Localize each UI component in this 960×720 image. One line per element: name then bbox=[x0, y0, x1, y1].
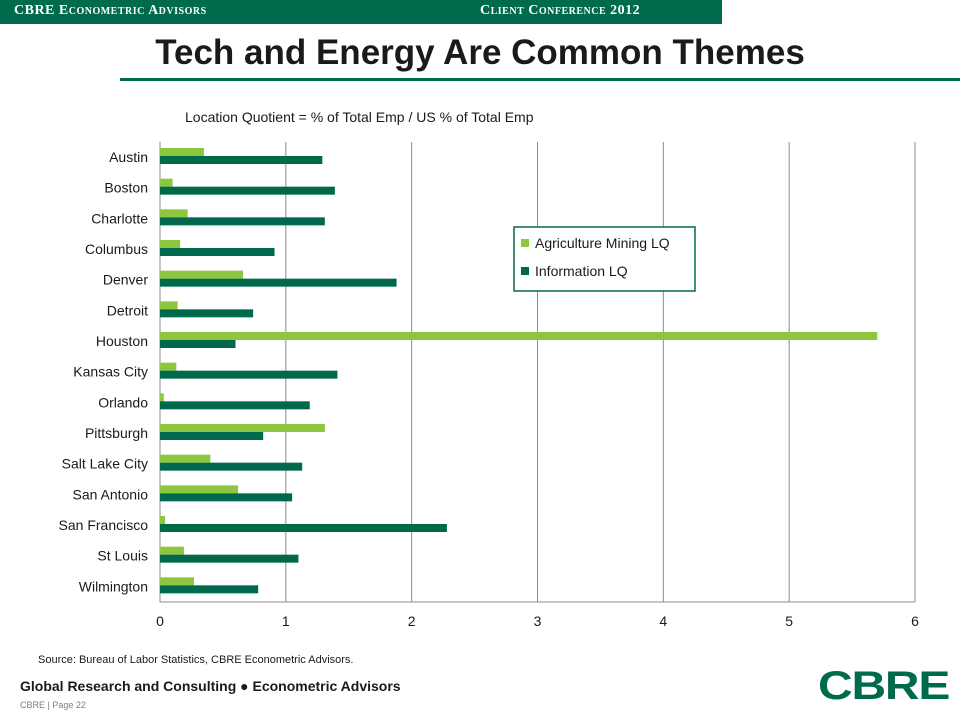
agriculture-bar bbox=[160, 209, 188, 218]
category-label: Salt Lake City bbox=[62, 456, 148, 472]
footer-group-name: Global Research and Consulting ● Econome… bbox=[20, 678, 401, 694]
page-title: Tech and Energy Are Common Themes bbox=[155, 33, 805, 72]
category-label: Pittsburgh bbox=[85, 425, 148, 441]
x-tick-label: 6 bbox=[911, 613, 919, 629]
category-label: San Antonio bbox=[72, 486, 148, 502]
bar-chart: 0 1 2 3 4 5 6 Austin Boston Charlotte Columbus Denv… bbox=[59, 142, 919, 629]
agriculture-bar bbox=[160, 516, 166, 524]
category-label: Orlando bbox=[98, 394, 148, 410]
legend-swatch-agriculture bbox=[521, 239, 529, 247]
x-tick-label: 5 bbox=[785, 613, 793, 629]
agriculture-bar bbox=[160, 424, 325, 432]
category-label: Wilmington bbox=[79, 578, 148, 594]
agriculture-bar bbox=[160, 332, 878, 340]
information-bar bbox=[160, 493, 293, 502]
information-bar bbox=[160, 401, 310, 410]
information-bar bbox=[160, 554, 299, 563]
category-label: Detroit bbox=[107, 302, 148, 318]
agriculture-bar bbox=[160, 577, 194, 586]
information-bar bbox=[160, 585, 259, 594]
category-label: Denver bbox=[103, 272, 148, 288]
agriculture-bar bbox=[160, 362, 177, 371]
category-label: Columbus bbox=[85, 241, 148, 257]
category-label: San Francisco bbox=[59, 517, 149, 533]
information-bar bbox=[160, 186, 335, 195]
agriculture-bar bbox=[160, 454, 211, 463]
title-underline bbox=[120, 78, 960, 81]
information-bar bbox=[160, 340, 236, 348]
information-bar bbox=[160, 156, 323, 164]
cbre-logo: CBRE bbox=[818, 664, 950, 708]
chart-title: Location Quotient = % of Total Emp / US … bbox=[185, 109, 534, 125]
category-label: Charlotte bbox=[91, 210, 148, 226]
category-label: St Louis bbox=[97, 548, 148, 564]
agriculture-bar bbox=[160, 148, 205, 156]
footer-page-number: CBRE | Page 22 bbox=[20, 700, 86, 710]
agriculture-bar bbox=[160, 485, 239, 494]
information-bar bbox=[160, 309, 254, 318]
x-tick-label: 2 bbox=[408, 613, 416, 629]
x-tick-label: 1 bbox=[282, 613, 290, 629]
category-label: Houston bbox=[96, 333, 148, 349]
x-tick-label: 4 bbox=[659, 613, 667, 629]
legend-swatch-information bbox=[521, 267, 529, 275]
information-bar bbox=[160, 278, 397, 287]
category-label: Kansas City bbox=[73, 364, 148, 380]
legend-box bbox=[513, 226, 696, 292]
category-label: Austin bbox=[109, 149, 148, 165]
information-bar bbox=[160, 432, 264, 440]
x-tick-label: 0 bbox=[156, 613, 164, 629]
information-bar bbox=[160, 248, 275, 256]
agriculture-bar bbox=[160, 270, 244, 279]
legend-label: Agriculture Mining LQ bbox=[535, 235, 670, 251]
agriculture-bar bbox=[160, 178, 173, 187]
agriculture-bar bbox=[160, 393, 164, 402]
information-bar bbox=[160, 217, 325, 226]
agriculture-bar bbox=[160, 301, 178, 310]
header-bar: CBRE Econometric Advisors Client Confere… bbox=[0, 0, 722, 24]
information-bar bbox=[160, 524, 447, 532]
legend-label: Information LQ bbox=[535, 263, 628, 279]
header-left-text: CBRE Econometric Advisors bbox=[14, 3, 207, 18]
header-right-text: Client Conference 2012 bbox=[480, 3, 641, 18]
information-bar bbox=[160, 462, 303, 471]
category-label: Boston bbox=[104, 180, 148, 196]
source-note: Source: Bureau of Labor Statistics, CBRE… bbox=[38, 654, 354, 666]
information-bar bbox=[160, 370, 338, 379]
agriculture-bar bbox=[160, 546, 184, 555]
x-tick-label: 3 bbox=[534, 613, 542, 629]
agriculture-bar bbox=[160, 240, 181, 248]
